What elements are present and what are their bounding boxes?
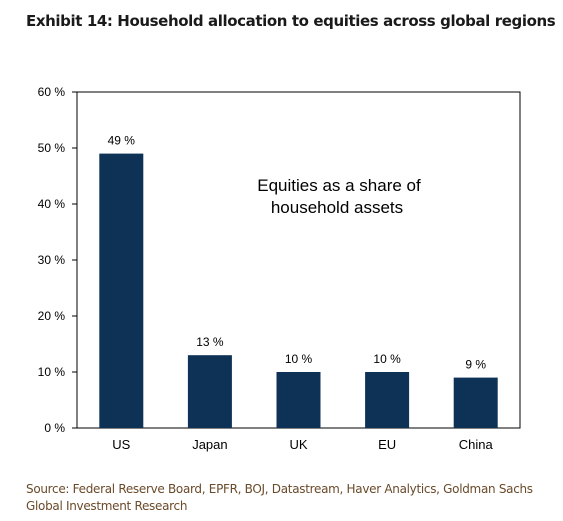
x-tick-label: Japan: [192, 437, 227, 452]
x-tick-label: EU: [378, 437, 396, 452]
bars: 49 % 13 % 10 % 10 % 9 %: [99, 134, 498, 428]
y-tick-label: 50 %: [38, 141, 66, 155]
annotation-line-2: household assets: [271, 198, 403, 217]
y-tick-label: 0 %: [44, 421, 65, 435]
data-label: 9 %: [465, 358, 486, 372]
x-tick-label: UK: [289, 437, 307, 452]
bar-us: [99, 153, 144, 428]
y-tick-label: 30 %: [38, 253, 66, 267]
source-note: Source: Federal Reserve Board, EPFR, BOJ…: [26, 482, 533, 513]
x-axis: US Japan UK EU China: [112, 437, 493, 452]
data-label: 13 %: [196, 335, 224, 349]
bar-china: [453, 377, 498, 428]
annotation-line-1: Equities as a share of: [257, 176, 421, 195]
bar-eu: [365, 372, 410, 428]
y-tick-label: 40 %: [38, 197, 66, 211]
exhibit-title: Exhibit 14: Household allocation to equi…: [26, 12, 556, 30]
y-tick-label: 10 %: [38, 365, 66, 379]
data-label: 10 %: [285, 352, 313, 366]
y-tick-label: 20 %: [38, 309, 66, 323]
data-label: 49 %: [108, 134, 136, 148]
bar-uk: [276, 372, 321, 428]
x-tick-label: China: [459, 437, 494, 452]
y-tick-label: 60 %: [38, 85, 66, 99]
data-label: 10 %: [373, 352, 401, 366]
x-tick-label: US: [112, 437, 130, 452]
bar-japan: [187, 355, 232, 428]
y-axis: 0 % 10 % 20 % 30 % 40 % 50 % 60 %: [38, 85, 77, 435]
